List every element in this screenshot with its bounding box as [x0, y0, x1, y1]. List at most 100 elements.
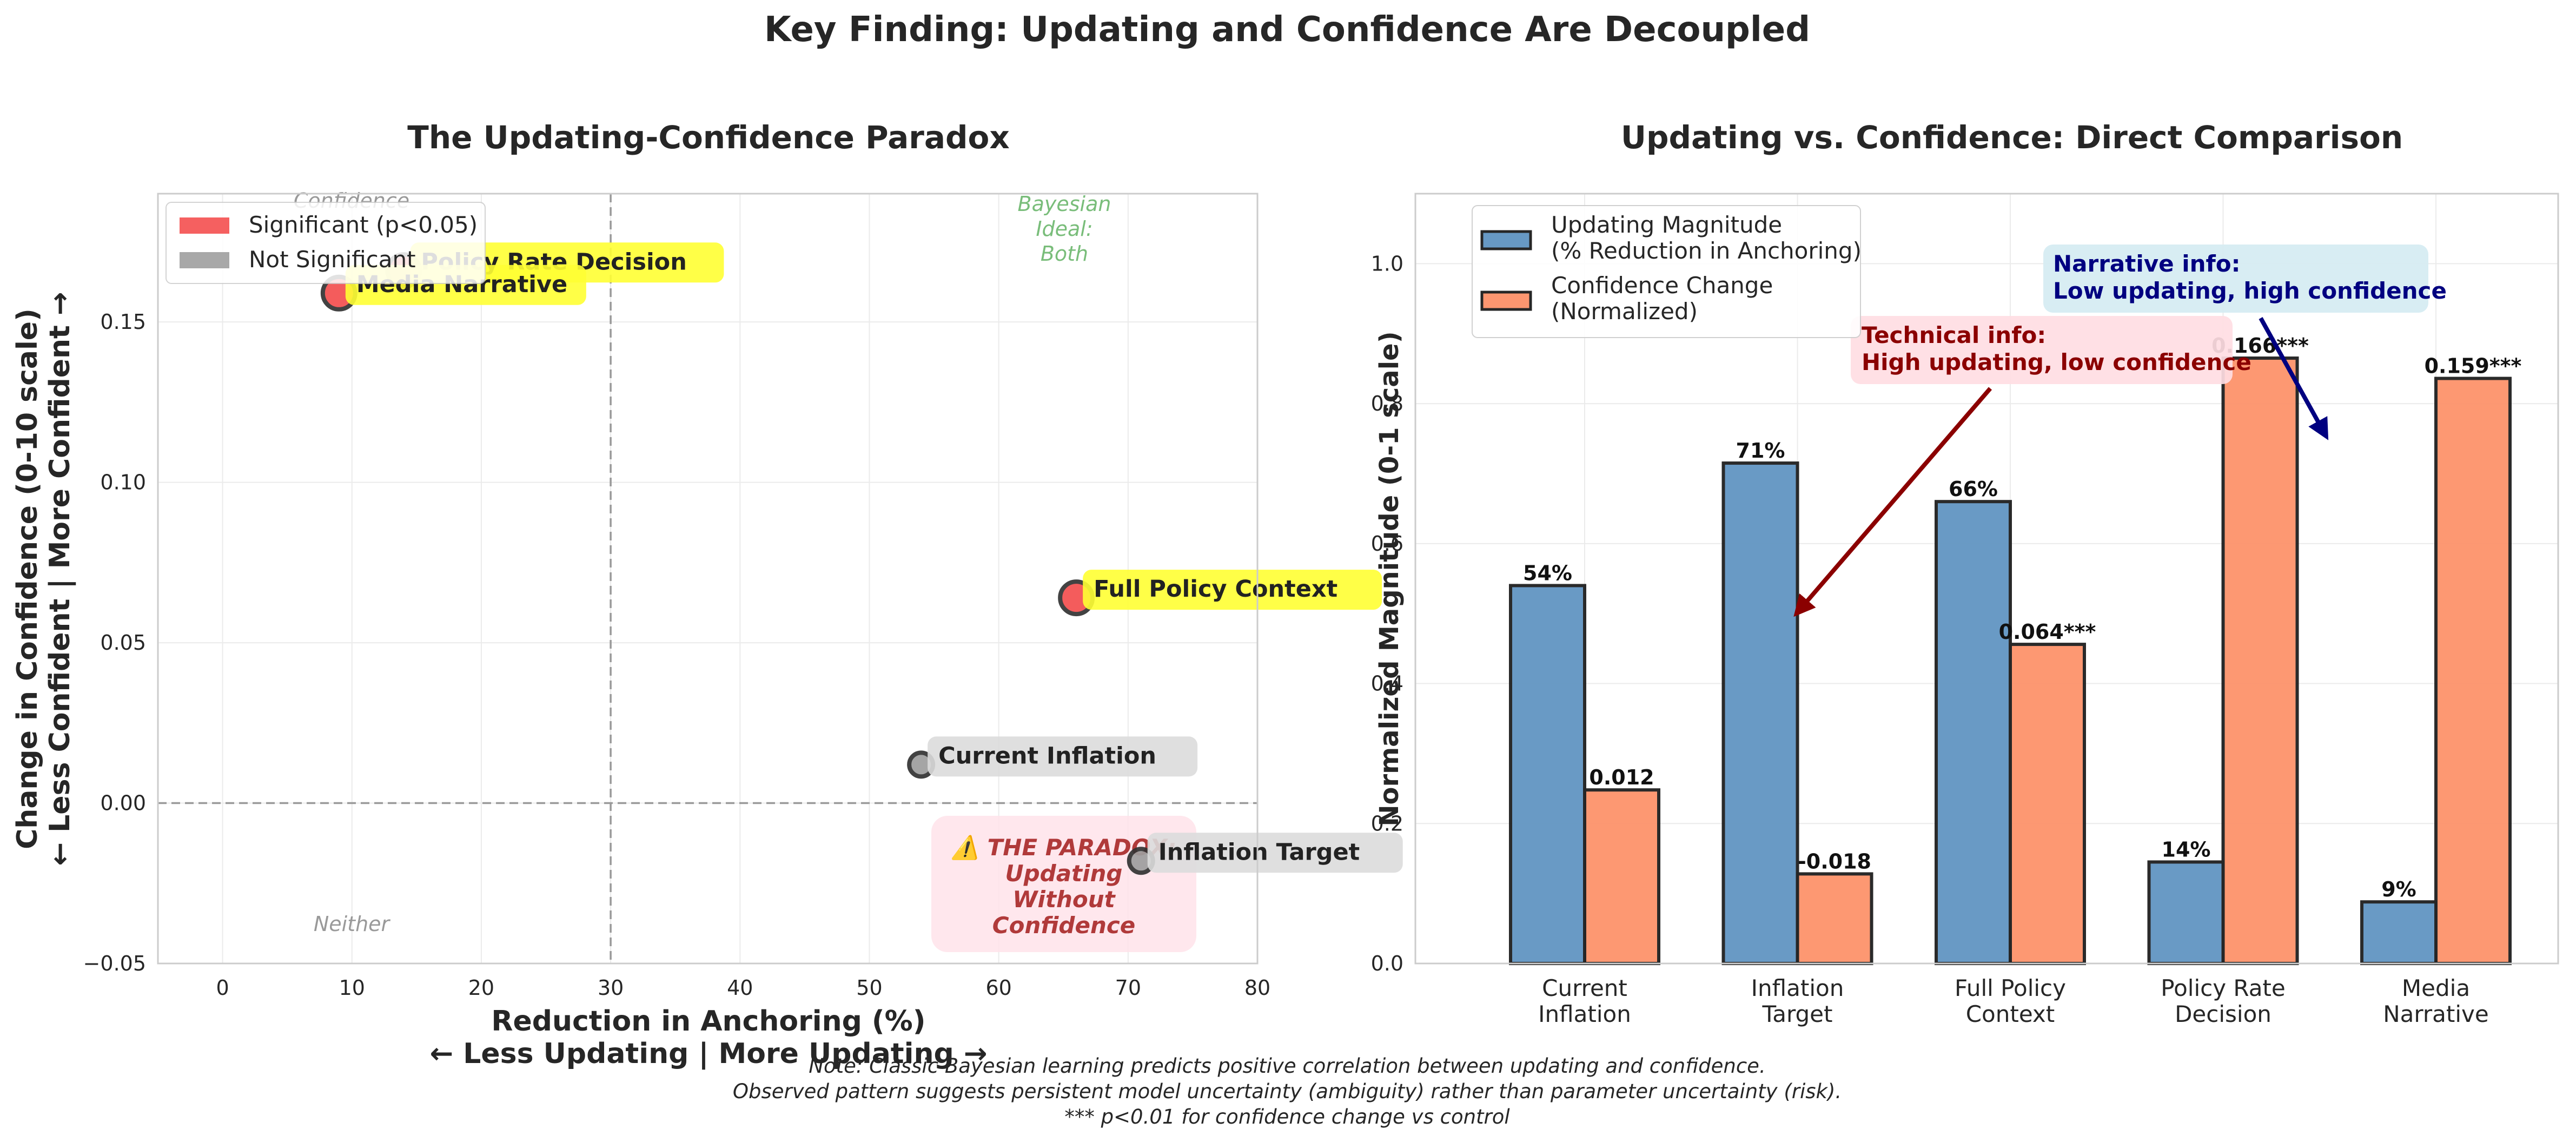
- confidence-bar: [1796, 872, 1873, 965]
- bar-category-label: Narrative: [2383, 1001, 2489, 1027]
- scatter-xlabel: Reduction in Anchoring (%): [491, 1005, 925, 1038]
- narrative-info-text: Low updating, high confidence: [2053, 278, 2447, 304]
- bar-legend-label: (Normalized): [1551, 298, 1698, 325]
- updating-bar: [1509, 584, 1586, 966]
- bar-value-label: 54%: [1523, 561, 1572, 585]
- confidence-bar: [1583, 788, 1660, 966]
- scatter-point-label-box: [1083, 570, 1382, 610]
- bar-category-label: Target: [1762, 1001, 1833, 1027]
- bar-value-label: 9%: [2381, 877, 2416, 901]
- scatter-legend-swatch: [180, 252, 229, 268]
- scatter-point-label-box: [1147, 833, 1403, 873]
- scatter-legend-label: Not Significant: [249, 246, 416, 273]
- paradox-label-line: Confidence: [992, 912, 1135, 939]
- scatter-x-tick-label: 40: [727, 976, 753, 1000]
- scatter-legend-label: Significant (p<0.05): [249, 212, 478, 238]
- scatter-point-label: Current Inflation: [938, 742, 1156, 769]
- scatter-y-tick-label: 0.10: [100, 471, 146, 494]
- footnote: Note: Classic Bayesian learning predicts…: [733, 1054, 1842, 1128]
- scatter-panel: The Updating-Confidence Paradox Confiden…: [11, 119, 1403, 1070]
- bar-category-label: Media: [2402, 975, 2470, 1001]
- bar-y-tick-label: 0.6: [1371, 532, 1403, 556]
- scatter-reference-lines: [158, 194, 1257, 963]
- scatter-point-label-box: [928, 736, 1198, 777]
- bar-category-label: Full Policy: [1955, 975, 2066, 1001]
- scatter-point-label: Inflation Target: [1158, 839, 1360, 866]
- scatter-legend: Significant (p<0.05) Not Significant: [165, 202, 486, 284]
- bar-y-tick-label: 1.0: [1371, 252, 1403, 275]
- figure-suptitle: Key Finding: Updating and Confidence Are…: [764, 10, 1810, 50]
- bar-legend-label: Confidence Change: [1551, 272, 1773, 299]
- bar-annotations: Technical info:High updating, low confid…: [1793, 245, 2447, 617]
- scatter-ylabel: Change in Confidence (0-10 scale): [11, 308, 44, 849]
- narrative-info-arrow: [2259, 317, 2329, 440]
- bar-value-label: 71%: [1736, 439, 1785, 463]
- technical-info-arrow: [1793, 387, 1992, 617]
- scatter-x-tick-label: 70: [1115, 976, 1141, 1000]
- bar-plot-frame: [1414, 193, 2559, 965]
- bar-title: Updating vs. Confidence: Direct Comparis…: [1621, 119, 2403, 156]
- confidence-bar: [2009, 643, 2086, 965]
- scatter-point-labels: Current Inflation Inflation Target Full Po…: [345, 242, 1403, 873]
- bar-panel: Updating vs. Confidence: Direct Comparis…: [1371, 119, 2559, 1027]
- bar-legend-box: [1472, 205, 1861, 338]
- scatter-y-tick-label: −0.05: [83, 952, 146, 975]
- narrative-info-box: [2043, 245, 2428, 313]
- scatter-y-tick-label: 0.00: [100, 791, 146, 815]
- scatter-x-tick-label: 60: [985, 976, 1011, 1000]
- bar-y-ticks: 0.0 0.2 0.4 0.6 0.8 1.0: [1371, 252, 1403, 975]
- bar-value-label: 0.064***: [1999, 620, 2096, 644]
- paradox-label-line: Without: [1012, 886, 1116, 913]
- scatter-legend-box: [165, 202, 486, 284]
- bar-value-label: 0.012: [1589, 765, 1654, 789]
- note-line-1: Note: Classic Bayesian learning predicts…: [809, 1054, 1765, 1078]
- bar-category-label: Context: [1966, 1001, 2055, 1027]
- scatter-x-ticks: 0 10 20 30 40 50 60 70 80: [216, 976, 1270, 1000]
- bar-y-tick-label: 0.4: [1371, 672, 1403, 696]
- updating-bar: [2147, 860, 2225, 965]
- quadrant-label-bayesian-ideal: Bayesian: [1018, 192, 1111, 216]
- bar-value-label: 0.159***: [2425, 354, 2522, 378]
- bar-legend: Updating Magnitude(% Reduction in Anchor…: [1472, 205, 1862, 338]
- technical-info-box: [1851, 316, 2233, 384]
- updating-bar: [1721, 461, 1799, 965]
- confidence-bar: [2434, 377, 2512, 965]
- bar-ylabel: Normalized Magnitude (0-1 scale): [1374, 331, 1405, 826]
- scatter-x-tick-label: 30: [598, 976, 624, 1000]
- bar-category-label: Inflation: [1538, 1001, 1631, 1027]
- updating-bar: [2360, 900, 2438, 966]
- scatter-points: [320, 252, 1155, 875]
- bar-legend-label: (% Reduction in Anchoring): [1551, 237, 1862, 264]
- scatter-x-tick-label: 80: [1244, 976, 1270, 1000]
- note-line-3: *** p<0.01 for confidence change vs cont…: [1064, 1105, 1510, 1128]
- scatter-xlabel-direction: ← Less Updating | More Updating →: [430, 1038, 988, 1070]
- scatter-x-tick-label: 10: [339, 976, 365, 1000]
- scatter-ylabel-direction: ← Less Confident | More Confident →: [44, 292, 76, 866]
- updating-bar: [1935, 500, 2012, 965]
- bar-value-label: 14%: [2162, 837, 2211, 861]
- scatter-x-tick-label: 20: [468, 976, 494, 1000]
- note-line-2: Observed pattern suggests persistent mod…: [733, 1080, 1842, 1103]
- paradox-label-line: Updating: [1005, 860, 1122, 887]
- narrative-info-text: Narrative info:: [2053, 250, 2240, 277]
- bar-y-tick-label: 0.2: [1371, 811, 1403, 835]
- bar-category-label: Policy Rate: [2161, 975, 2285, 1001]
- scatter-point-label: Full Policy Context: [1094, 576, 1337, 603]
- bar-category-label: Inflation: [1751, 975, 1844, 1001]
- confidence-bar: [2221, 357, 2299, 965]
- quadrant-label-bayesian-ideal: Ideal:: [1036, 217, 1092, 241]
- bar-legend-label: Updating Magnitude: [1551, 212, 1782, 238]
- scatter-legend-swatch: [180, 217, 229, 234]
- bar-category-label: Current: [1542, 975, 1627, 1001]
- bar-legend-swatch: [1480, 291, 1532, 311]
- bar-legend-swatch: [1480, 230, 1532, 250]
- technical-info-text: Technical info:: [1862, 322, 2046, 348]
- scatter-y-tick-label: 0.05: [100, 631, 146, 655]
- scatter-y-ticks: −0.05 0.00 0.05 0.10 0.15: [83, 310, 146, 975]
- bar-y-tick-label: 0.0: [1371, 952, 1403, 975]
- quadrant-label-bayesian-ideal: Both: [1041, 242, 1088, 266]
- technical-info-text: High updating, low confidence: [1862, 349, 2251, 375]
- quadrant-label-bottom-left: Neither: [314, 912, 391, 936]
